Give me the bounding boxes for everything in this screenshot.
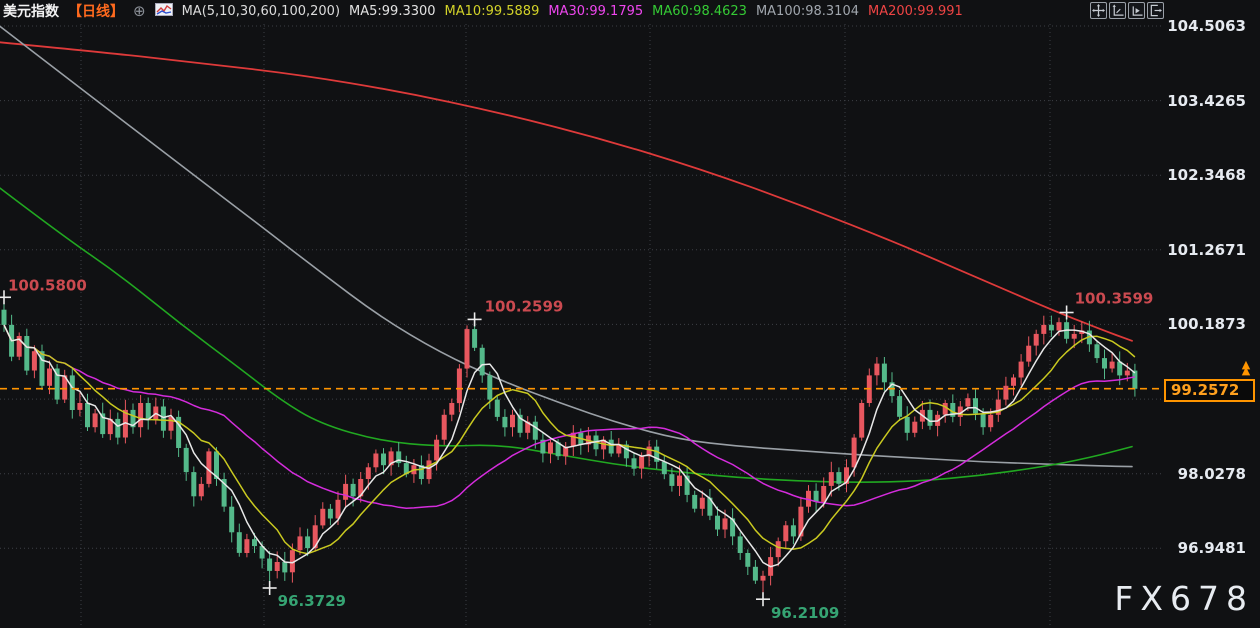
fx678-watermark: FX678 [1114, 579, 1254, 618]
go-to-latest-icon [1132, 6, 1143, 16]
symbol-title: 美元指数 [3, 4, 59, 20]
price-axis[interactable]: 104.5063 103.4265 102.3468 101.2671 100.1873… [1150, 0, 1260, 628]
price-annotation-100.3599: 100.3599 [1059, 290, 1154, 320]
annotation-label: 100.5800 [8, 276, 87, 294]
pan-crosshair-button[interactable] [1090, 2, 1107, 19]
chart-toolbar [1090, 2, 1164, 19]
ma-line-ma60 [0, 187, 1133, 483]
ma-line-ma200 [0, 41, 1133, 342]
ma-line-ma30 [3, 324, 1136, 509]
add-compare-icon[interactable]: ⊕ [133, 1, 146, 20]
period-label: 【日线】 [68, 4, 124, 20]
ma-params-label: MA(5,10,30,60,100,200) [181, 3, 341, 19]
axis-tick-label: 100.1873 [1167, 315, 1246, 333]
axis-scale-button[interactable] [1109, 2, 1126, 19]
axis-scale-icon [1112, 4, 1124, 16]
axis-tick-label: 104.5063 [1167, 17, 1246, 35]
ma10-value: MA10:99.5889 [444, 3, 540, 19]
last-price-tag: 99.2572 [1164, 379, 1255, 402]
axis-tick-label: 103.4265 [1167, 92, 1246, 110]
ma60-value: MA60:98.4623 [652, 3, 747, 19]
ma30-value: MA30:99.1795 [548, 3, 644, 19]
annotation-label: 96.3729 [278, 592, 346, 610]
ma-line-ma5 [3, 324, 1136, 568]
price-annotation-96.2109: 96.2109 [756, 592, 839, 622]
price-annotation-100.5800: 100.5800 [0, 276, 87, 305]
annotation-label: 96.2109 [771, 604, 839, 622]
annotation-label: 100.2599 [485, 297, 564, 315]
pan-crosshair-icon [1092, 4, 1105, 17]
axis-tick-label: 101.2671 [1167, 241, 1246, 259]
ma-line-ma100 [0, 25, 1133, 468]
ma200-value: MA200:99.991 [868, 3, 963, 19]
go-to-latest-button[interactable] [1128, 2, 1145, 19]
indicator-chart-icon [154, 2, 173, 20]
annotation-label: 100.3599 [1075, 290, 1154, 308]
candles-layer [1, 297, 1138, 600]
ma5-value: MA5:99.3300 [349, 3, 436, 19]
exit-chart-icon [1150, 4, 1162, 17]
axis-tick-label: 98.0278 [1177, 465, 1246, 483]
ma-line-ma10 [3, 324, 1136, 555]
chart-header: 美元指数 【日线】 ⊕ MA(5,10,30,60,100,200) MA5:9… [0, 0, 1260, 22]
grid-layer [0, 24, 1163, 628]
price-annotation-100.2599: 100.2599 [467, 297, 564, 327]
axis-tick-label: 96.9481 [1177, 539, 1246, 557]
exit-chart-button[interactable] [1147, 2, 1164, 19]
price-annotation-96.3729: 96.3729 [262, 581, 346, 610]
axis-tick-label: 102.3468 [1167, 166, 1246, 184]
price-up-arrow-icon: ▲ ▲ [1241, 358, 1251, 377]
ma100-value: MA100:98.3104 [755, 3, 859, 19]
